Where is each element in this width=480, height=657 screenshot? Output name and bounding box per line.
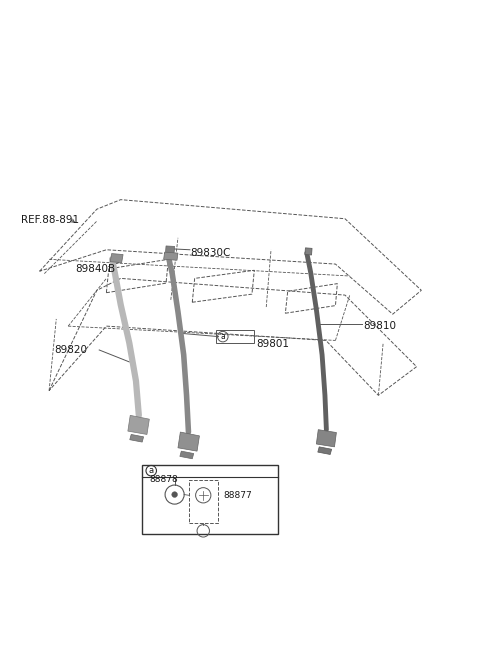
Text: 89801: 89801 [257, 339, 290, 349]
Text: 89830C: 89830C [190, 248, 230, 258]
FancyBboxPatch shape [142, 464, 278, 533]
Text: a: a [149, 466, 154, 475]
Polygon shape [316, 430, 336, 447]
Text: REF.88-891: REF.88-891 [22, 215, 80, 225]
Text: a: a [220, 332, 225, 341]
Polygon shape [164, 252, 178, 260]
Text: 89810: 89810 [363, 321, 396, 330]
Circle shape [172, 491, 178, 497]
Polygon shape [128, 415, 149, 434]
Text: 88877: 88877 [223, 491, 252, 500]
Text: 89820: 89820 [54, 345, 87, 355]
Polygon shape [130, 434, 144, 442]
Text: 89840B: 89840B [75, 264, 116, 274]
Polygon shape [178, 432, 199, 451]
Polygon shape [110, 254, 123, 263]
Polygon shape [318, 447, 332, 455]
Polygon shape [305, 248, 312, 255]
Text: 88878: 88878 [149, 475, 178, 484]
Polygon shape [180, 451, 194, 459]
Polygon shape [166, 246, 175, 253]
